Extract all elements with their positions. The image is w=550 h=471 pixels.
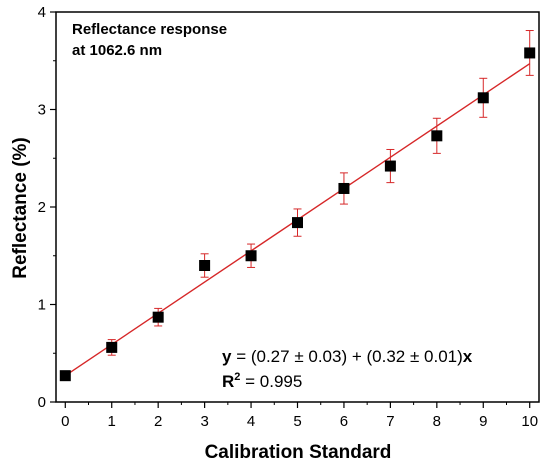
annotation-title-line2: at 1062.6 nm	[72, 42, 162, 59]
y-tick-label: 1	[38, 297, 46, 314]
y-tick-label: 4	[38, 4, 46, 21]
x-tick-label: 4	[247, 413, 255, 430]
r-squared-value: = 0.995	[240, 372, 302, 391]
r-squared-symbol: R	[222, 372, 234, 391]
x-tick-label: 6	[340, 413, 348, 430]
x-axis-title: Calibration Standard	[205, 442, 392, 463]
data-point	[524, 47, 536, 59]
x-tick-label: 2	[154, 413, 162, 430]
x-tick-label: 7	[386, 413, 394, 430]
r-squared-superscript: 2	[234, 371, 240, 383]
x-tick-label: 3	[200, 413, 208, 430]
annotation-title-line1: Reflectance response	[72, 21, 227, 38]
data-point	[106, 341, 118, 353]
y-tick-label: 2	[38, 199, 46, 216]
y-tick-label: 3	[38, 102, 46, 119]
x-tick-label: 0	[61, 413, 69, 430]
data-point	[245, 250, 257, 262]
r-squared: R2 = 0.995	[222, 371, 302, 391]
plot-layer: 0 1 2 3 4 5 6 7 8 9 10 0 1 2 3 4	[38, 4, 540, 430]
x-tick-label: 10	[521, 413, 538, 430]
data-point	[431, 130, 443, 142]
x-tick-label: 5	[293, 413, 301, 430]
x-tick-label: 8	[433, 413, 441, 430]
data-point	[292, 217, 303, 229]
data-point	[338, 182, 350, 194]
data-point	[477, 92, 489, 104]
plot-frame	[55, 11, 540, 403]
y-tick-label: 0	[38, 394, 46, 411]
data-point	[384, 160, 396, 172]
x-tick-label: 1	[108, 413, 116, 430]
equation-x-var: x	[463, 347, 473, 366]
y-axis-title: Reflectance (%)	[10, 137, 31, 279]
data-point	[152, 311, 164, 323]
data-point	[199, 260, 211, 271]
x-tick-label: 9	[479, 413, 487, 430]
fit-equation: y = (0.27 ± 0.03) + (0.32 ± 0.01)x	[222, 347, 473, 366]
data-point	[59, 370, 71, 382]
equation-y-var: y	[222, 347, 232, 366]
equation-body: = (0.27 ± 0.03) + (0.32 ± 0.01)	[231, 347, 462, 366]
